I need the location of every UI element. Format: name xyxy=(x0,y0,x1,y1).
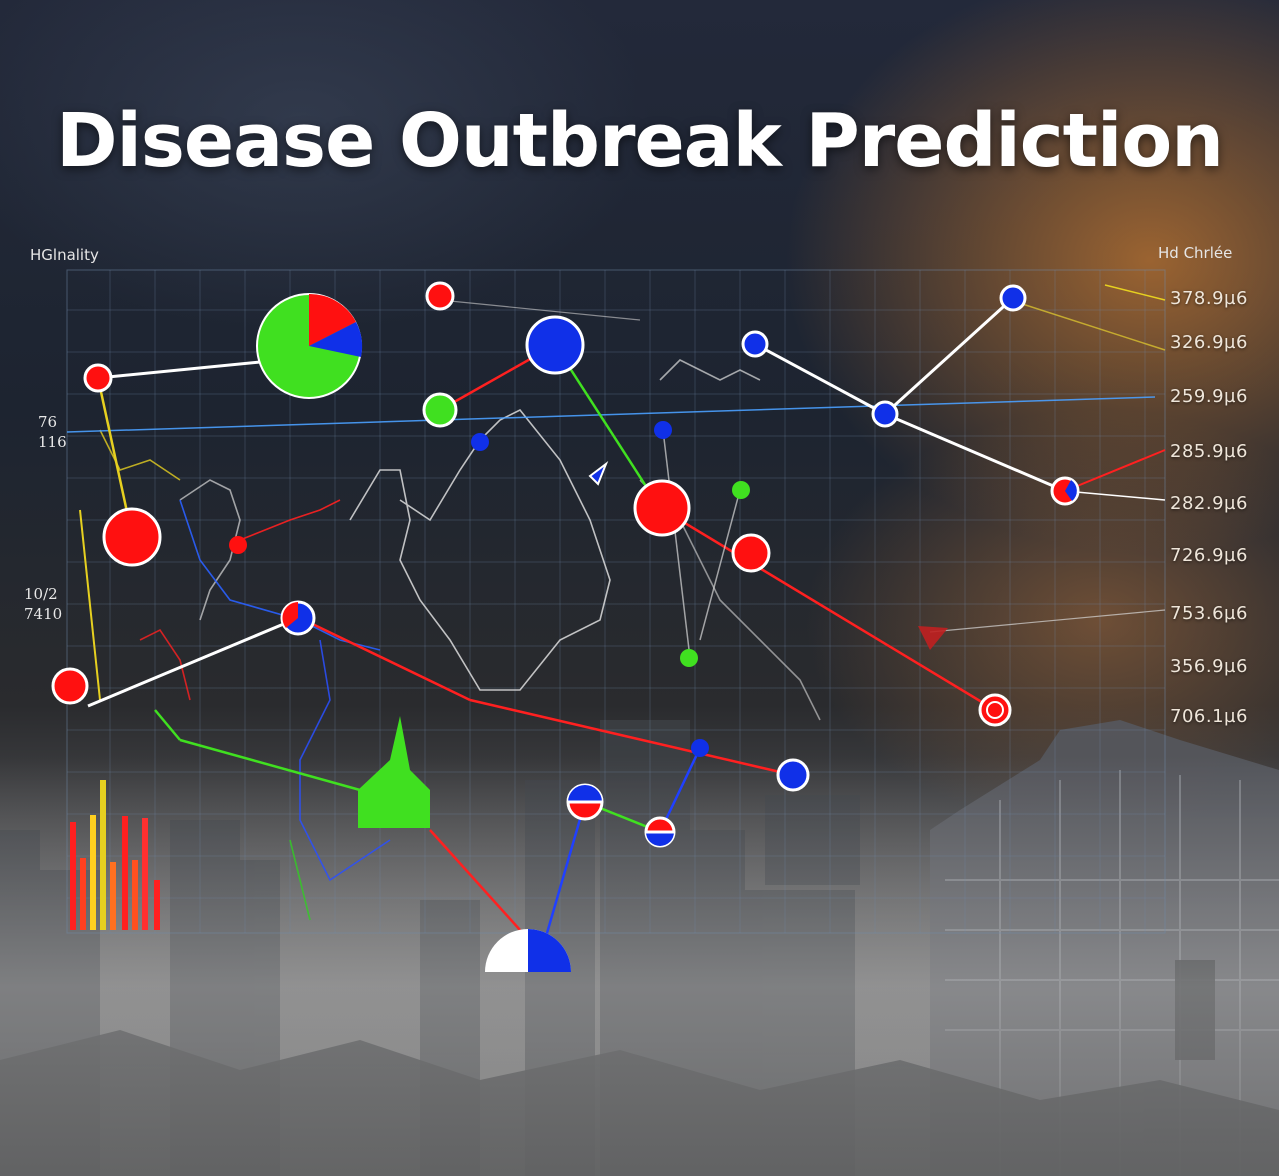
right-tick-9: 706.1µ6 xyxy=(1170,706,1248,727)
right-tick-7: 753.6µ6 xyxy=(1170,603,1248,624)
node-red xyxy=(229,536,247,554)
node-green xyxy=(680,649,698,667)
half-pie-marker-icon xyxy=(485,929,571,972)
right-tick-2: 326.9µ6 xyxy=(1170,332,1248,353)
smoke-haze xyxy=(0,756,1279,1176)
left-tick-2: 10/2 7410 xyxy=(24,584,62,624)
right-tick-1: 378.9µ6 xyxy=(1170,288,1248,309)
target-node xyxy=(986,701,1004,719)
node-green xyxy=(422,392,458,428)
node-blue xyxy=(741,330,769,358)
right-tick-8: 356.9µ6 xyxy=(1170,656,1248,677)
node-blue xyxy=(691,739,709,757)
node-blue xyxy=(776,758,810,792)
split-node xyxy=(280,600,316,636)
right-axis-label: Hd Chrlée xyxy=(1158,244,1233,262)
right-tick-4: 285.9µ6 xyxy=(1170,441,1248,462)
left-tick-2-line1: 10/2 xyxy=(24,585,58,603)
bar-chart-icon xyxy=(70,780,160,930)
node-blue xyxy=(654,421,672,439)
split-nodes xyxy=(280,461,1080,848)
right-tick-3: 259.9µ6 xyxy=(1170,386,1248,407)
node-blue xyxy=(999,284,1027,312)
reference-line xyxy=(66,396,1156,433)
node-red xyxy=(51,667,89,705)
node-blue xyxy=(471,433,489,451)
node-red xyxy=(978,693,1012,727)
page-title: Disease Outbreak Prediction xyxy=(56,98,1224,184)
node-blue xyxy=(871,400,899,428)
left-axis-label: HGlnality xyxy=(30,246,99,264)
right-tick-5: 282.9µ6 xyxy=(1170,493,1248,514)
node-red xyxy=(633,479,691,537)
right-tick-6: 726.9µ6 xyxy=(1170,545,1248,566)
connection-lines xyxy=(79,284,1166,941)
warning-marker xyxy=(918,626,948,650)
split-node xyxy=(644,816,676,848)
region-outlines xyxy=(99,359,821,921)
outbreak-nodes xyxy=(51,281,1027,792)
node-green xyxy=(732,481,750,499)
node-blue xyxy=(525,315,585,375)
pie-chart-icon xyxy=(256,293,363,399)
split-node xyxy=(588,461,609,486)
left-tick-1-line1: 76 xyxy=(38,413,58,431)
split-node xyxy=(1050,476,1080,506)
left-tick-1-line2: 116 xyxy=(38,433,67,451)
left-tick-2-line2: 7410 xyxy=(24,605,63,623)
chart-grid xyxy=(66,269,1166,934)
split-node xyxy=(566,783,604,821)
node-red xyxy=(83,363,113,393)
outbreak-marker-icon xyxy=(358,716,430,828)
left-tick-1: 76 116 xyxy=(38,412,67,452)
node-red xyxy=(731,533,771,573)
node-red xyxy=(102,507,162,567)
node-red xyxy=(425,281,455,311)
